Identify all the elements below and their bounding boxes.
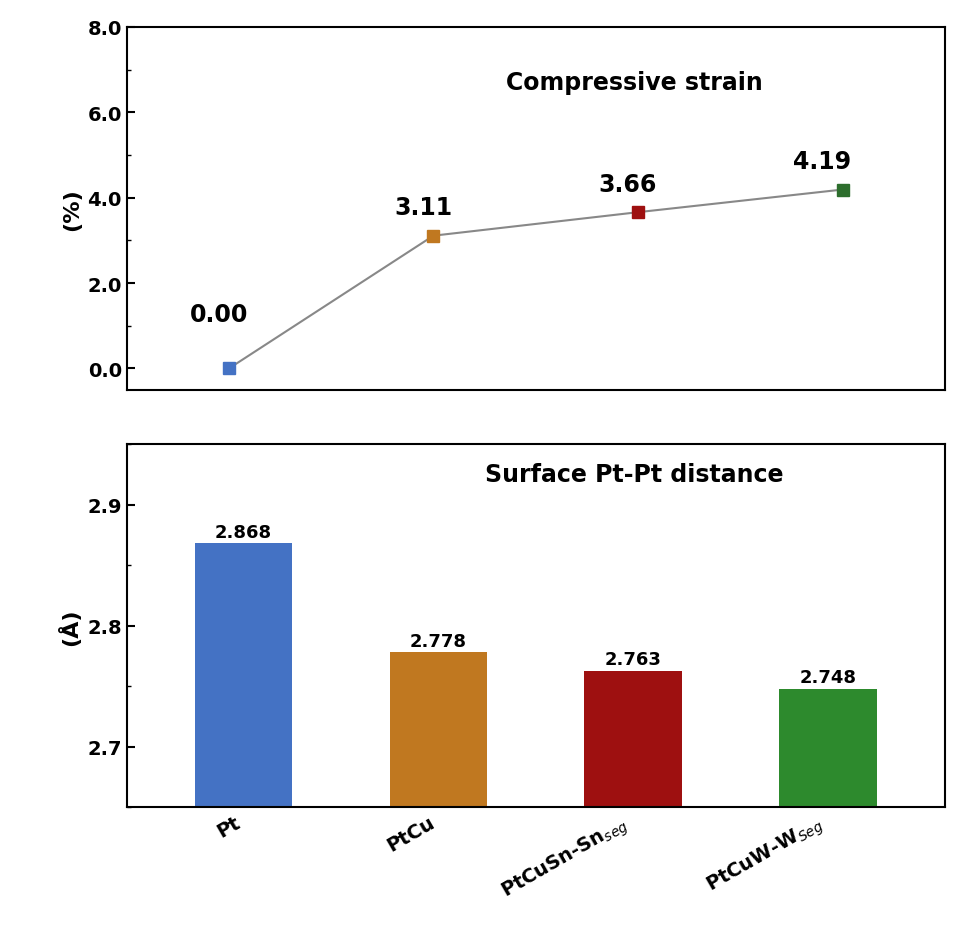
- Text: 3.11: 3.11: [394, 196, 452, 220]
- Text: 2.763: 2.763: [605, 651, 661, 668]
- Bar: [584, 671, 682, 807]
- Bar: [195, 544, 292, 807]
- Text: Surface Pt-Pt distance: Surface Pt-Pt distance: [485, 463, 783, 487]
- Text: 2.778: 2.778: [410, 632, 467, 651]
- Y-axis label: (Å): (Å): [58, 607, 82, 645]
- Text: 0.00: 0.00: [190, 303, 247, 327]
- Bar: [779, 689, 877, 807]
- Text: 2.868: 2.868: [215, 523, 272, 541]
- Text: 2.748: 2.748: [800, 668, 856, 687]
- Y-axis label: (%): (%): [61, 187, 82, 230]
- Text: Compressive strain: Compressive strain: [506, 71, 763, 96]
- Bar: [390, 652, 487, 807]
- Text: 4.19: 4.19: [793, 150, 851, 174]
- Text: 3.66: 3.66: [599, 173, 656, 197]
